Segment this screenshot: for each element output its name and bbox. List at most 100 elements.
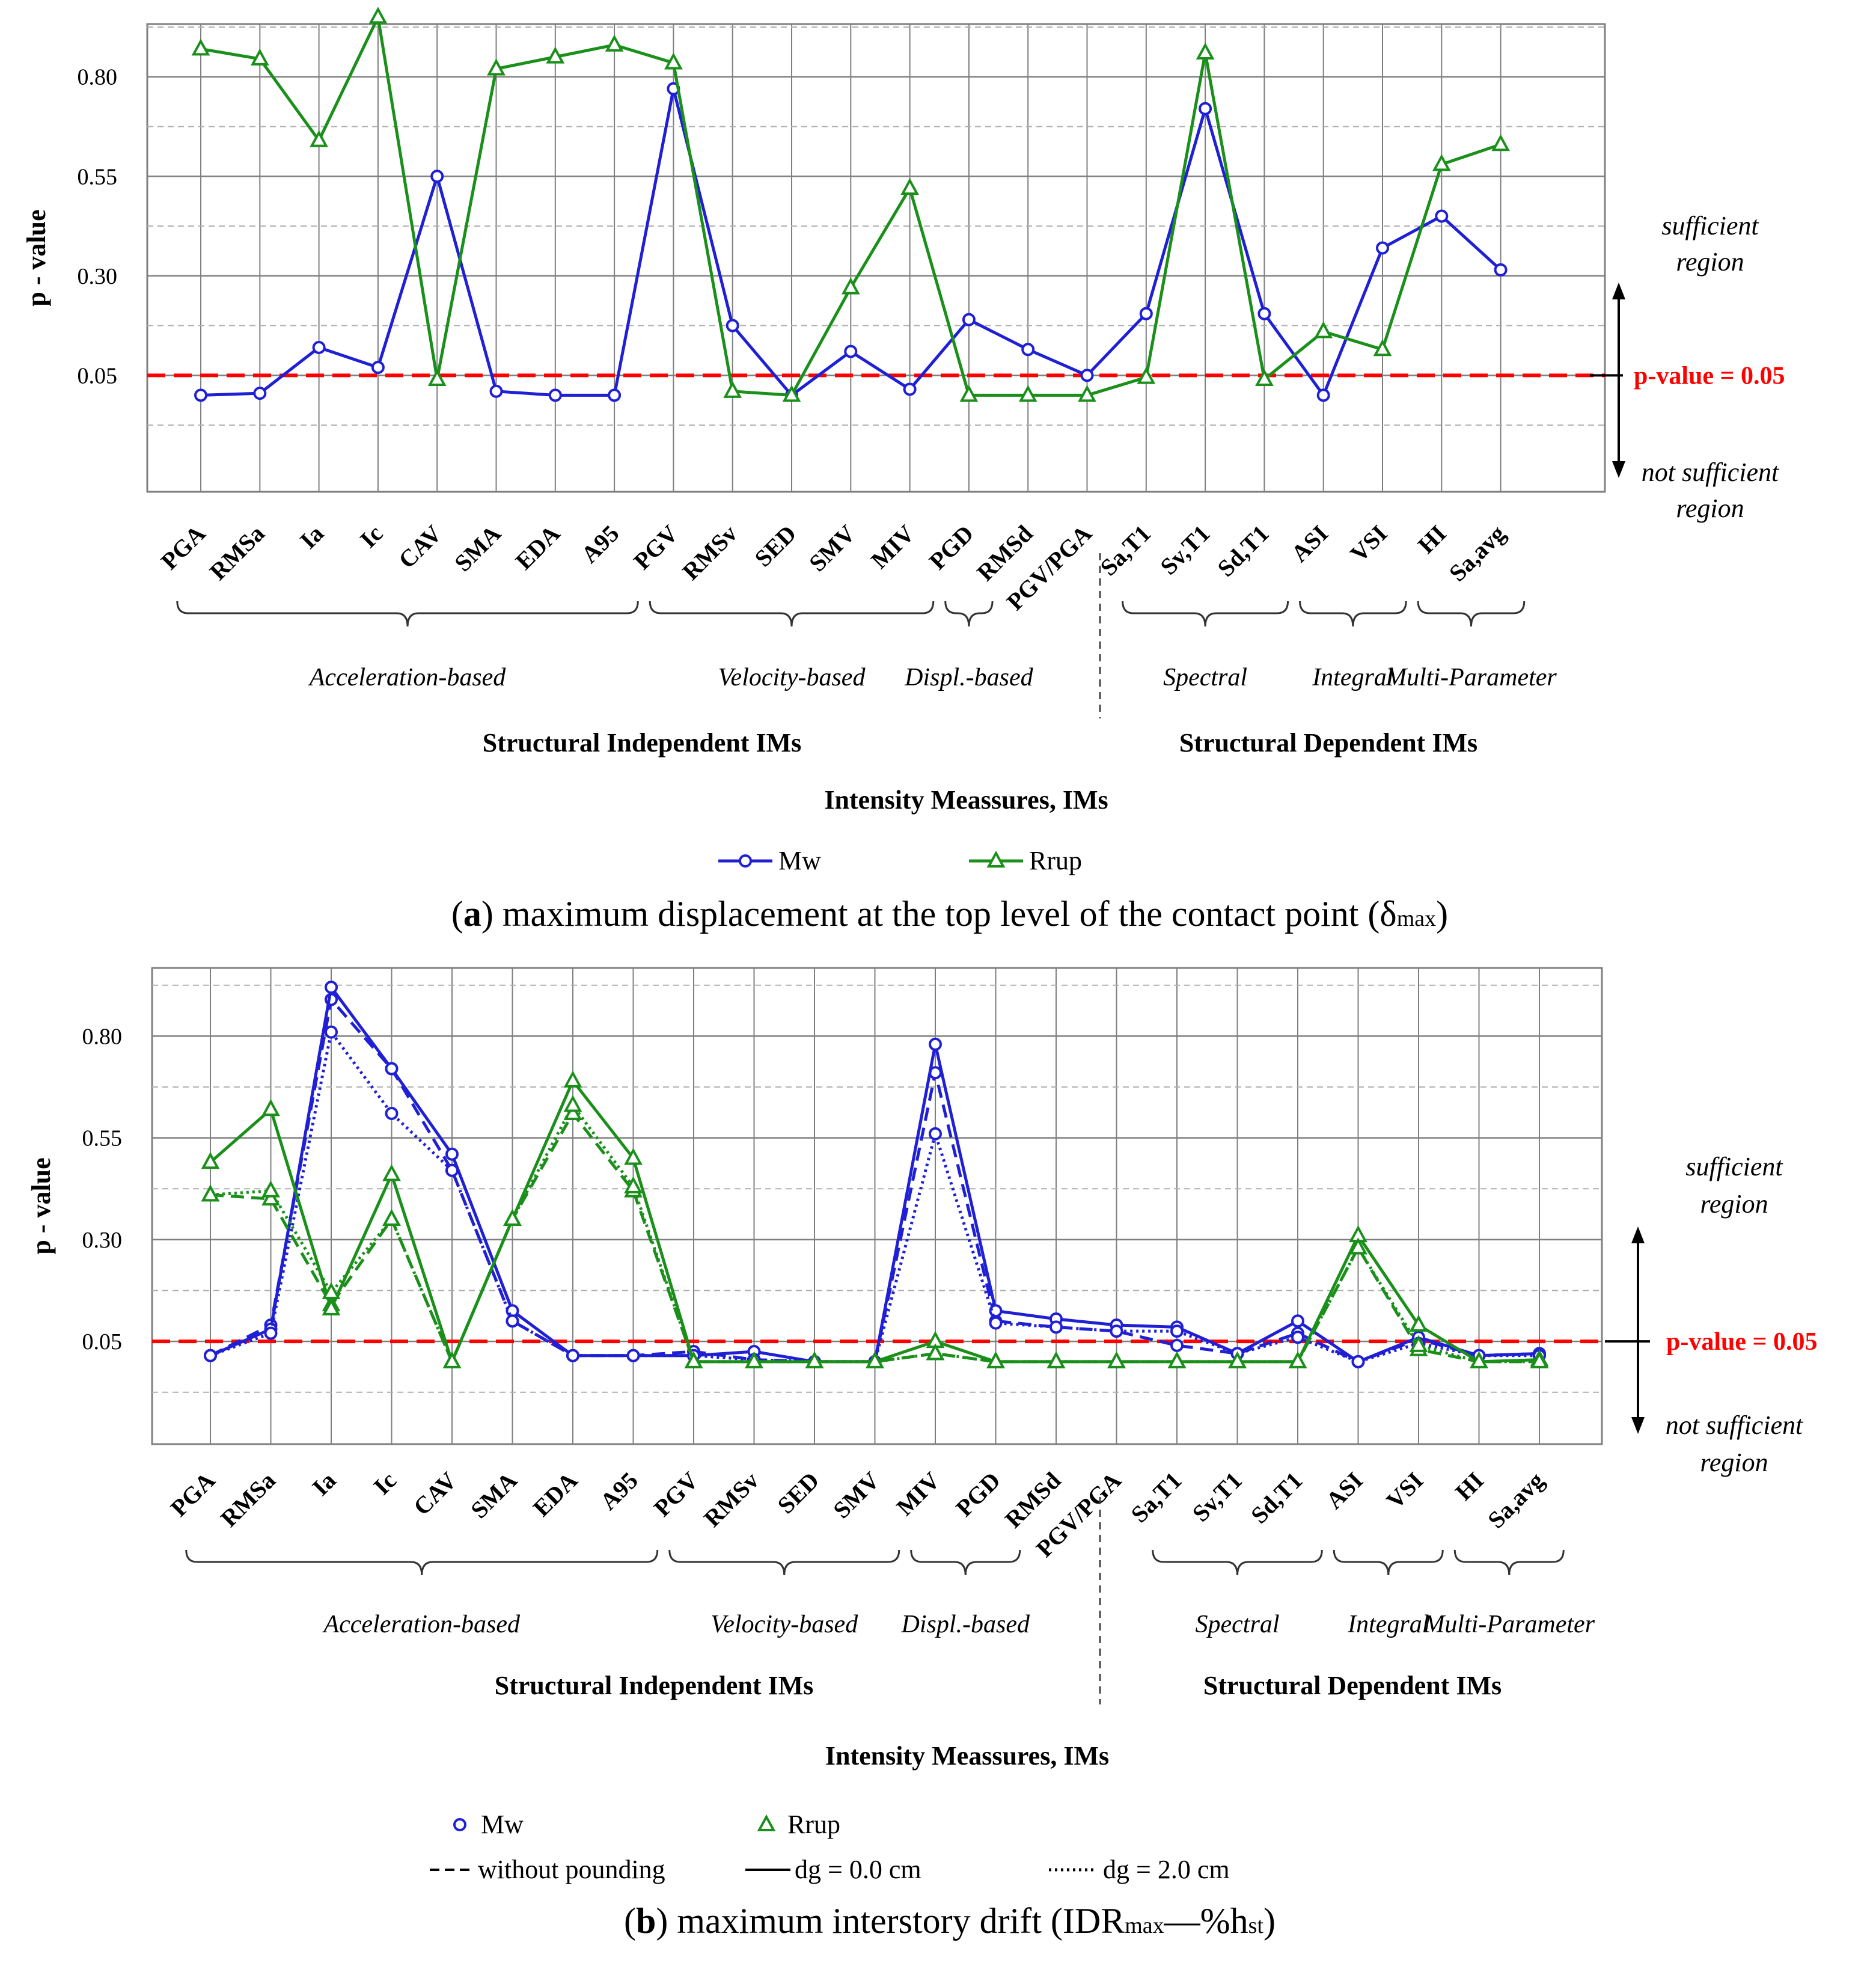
caption-subscript: max bbox=[1125, 1913, 1164, 1938]
x-tick-label: SED bbox=[750, 520, 802, 572]
x-axis-label: Intensity Meassures, IMs bbox=[825, 1741, 1109, 1771]
x-tick-label: MIV bbox=[891, 1466, 945, 1520]
group-brace bbox=[1122, 601, 1289, 627]
data-point-triangle bbox=[563, 1095, 582, 1112]
group-label: Integral bbox=[1347, 1611, 1429, 1638]
y-tick-label: 0.80 bbox=[78, 65, 118, 90]
data-point-circle bbox=[929, 1127, 942, 1141]
x-tick-label: PGA bbox=[156, 519, 211, 575]
data-point-triangle bbox=[1255, 369, 1274, 386]
data-point-circle bbox=[1139, 307, 1153, 320]
group-label: Spectral bbox=[1163, 664, 1247, 691]
data-point-circle bbox=[430, 170, 444, 183]
data-point-circle bbox=[548, 388, 562, 402]
panel-caption: (a) maximum displacement at the top leve… bbox=[451, 894, 1448, 934]
legend-label-mw: Mw bbox=[778, 846, 821, 875]
x-tick-label: SMV bbox=[828, 1466, 885, 1523]
down-arrow-icon bbox=[1612, 461, 1625, 478]
data-point-triangle bbox=[427, 369, 447, 386]
legend-label-mw: Mw bbox=[481, 1810, 524, 1839]
group-brace bbox=[1333, 1549, 1444, 1576]
y-tick-label: 0.55 bbox=[82, 1126, 123, 1151]
x-tick-label: HI bbox=[1413, 520, 1452, 559]
group-label: Velocity-based bbox=[710, 1611, 858, 1638]
data-point-triangle bbox=[745, 1351, 763, 1368]
data-point-triangle bbox=[684, 1351, 703, 1368]
threshold-label: p-value = 0.05 bbox=[1666, 1328, 1817, 1356]
supergroup-label: Structural Independent IMs bbox=[483, 728, 802, 758]
x-tick-label: Sa,T1 bbox=[1095, 520, 1156, 581]
region-label-not-sufficient: region bbox=[1700, 1448, 1768, 1477]
data-point-triangle bbox=[624, 1148, 643, 1165]
caption-subscript: max bbox=[1397, 906, 1436, 931]
x-tick-label: Sd,T1 bbox=[1212, 520, 1274, 582]
supergroup-label: Structural Dependent IMs bbox=[1203, 1671, 1502, 1700]
up-arrow-icon bbox=[1612, 283, 1625, 299]
data-point-triangle bbox=[201, 1184, 220, 1202]
caption-paren: ) bbox=[1263, 1901, 1276, 1941]
legend-label-without-pounding: without pounding bbox=[478, 1855, 665, 1884]
data-point-circle bbox=[1351, 1355, 1365, 1368]
data-point-triangle bbox=[322, 1298, 341, 1315]
y-axis-label: p - value bbox=[26, 1157, 56, 1254]
x-tick-label: PGV bbox=[649, 1466, 704, 1522]
data-point-triangle bbox=[926, 1343, 945, 1361]
data-point-circle bbox=[445, 1163, 459, 1177]
caption-text: ) maximum displacement at the top level … bbox=[481, 894, 1397, 934]
up-arrow-icon bbox=[1631, 1226, 1645, 1243]
data-point-triangle bbox=[1137, 367, 1156, 384]
data-point-triangle bbox=[1167, 1351, 1187, 1368]
data-point-circle bbox=[445, 1147, 459, 1161]
x-tick-label: RMSa bbox=[215, 1467, 281, 1532]
data-point-circle bbox=[962, 313, 976, 326]
group-brace bbox=[176, 601, 639, 627]
data-point-circle bbox=[1291, 1330, 1304, 1344]
group-brace bbox=[185, 1549, 659, 1576]
x-tick-label: RMSa bbox=[204, 520, 270, 586]
group-brace bbox=[649, 601, 935, 627]
x-tick-label: PGA bbox=[165, 1466, 221, 1522]
data-point-circle bbox=[903, 382, 917, 396]
region-label-sufficient: sufficient bbox=[1661, 211, 1759, 240]
group-label: Spectral bbox=[1196, 1611, 1280, 1638]
data-point-triangle bbox=[487, 58, 506, 76]
data-point-circle bbox=[371, 361, 385, 375]
data-point-circle bbox=[1080, 369, 1094, 382]
data-point-circle bbox=[726, 319, 739, 332]
data-point-triangle bbox=[1314, 321, 1333, 338]
data-point-circle bbox=[253, 387, 267, 400]
x-tick-label: Ic bbox=[368, 1467, 401, 1500]
group-brace bbox=[1417, 601, 1526, 627]
region-label-not-sufficient: region bbox=[1676, 494, 1744, 523]
data-point-triangle bbox=[382, 1208, 401, 1226]
data-point-triangle bbox=[503, 1208, 522, 1226]
data-point-triangle bbox=[1470, 1351, 1488, 1368]
x-tick-label: Ic bbox=[355, 520, 388, 553]
data-point-circle bbox=[204, 1349, 217, 1362]
group-label: Multi-Parameter bbox=[1385, 664, 1557, 691]
x-tick-label: EDA bbox=[528, 1466, 583, 1522]
caption-subscript: st bbox=[1248, 1913, 1264, 1938]
group-brace bbox=[1152, 1549, 1323, 1576]
x-tick-label: PGD bbox=[924, 520, 979, 575]
data-point-triangle bbox=[624, 1176, 643, 1193]
x-tick-label: CAV bbox=[408, 1466, 462, 1520]
y-tick-label: 0.55 bbox=[78, 164, 118, 189]
data-point-circle bbox=[385, 1062, 399, 1076]
x-tick-label: SMV bbox=[804, 519, 861, 577]
data-point-circle bbox=[1199, 102, 1212, 115]
data-point-triangle bbox=[1432, 154, 1451, 171]
region-label-sufficient: sufficient bbox=[1685, 1152, 1783, 1181]
x-tick-label: Sv,T1 bbox=[1187, 1467, 1247, 1527]
data-point-circle bbox=[1050, 1320, 1063, 1334]
x-tick-label: SMA bbox=[449, 519, 506, 577]
data-point-circle bbox=[506, 1314, 519, 1328]
data-point-circle bbox=[1170, 1338, 1184, 1352]
data-point-triangle bbox=[1018, 385, 1037, 402]
data-point-triangle bbox=[1373, 339, 1392, 357]
data-point-triangle bbox=[1349, 1237, 1367, 1255]
data-point-triangle bbox=[1046, 1351, 1066, 1368]
